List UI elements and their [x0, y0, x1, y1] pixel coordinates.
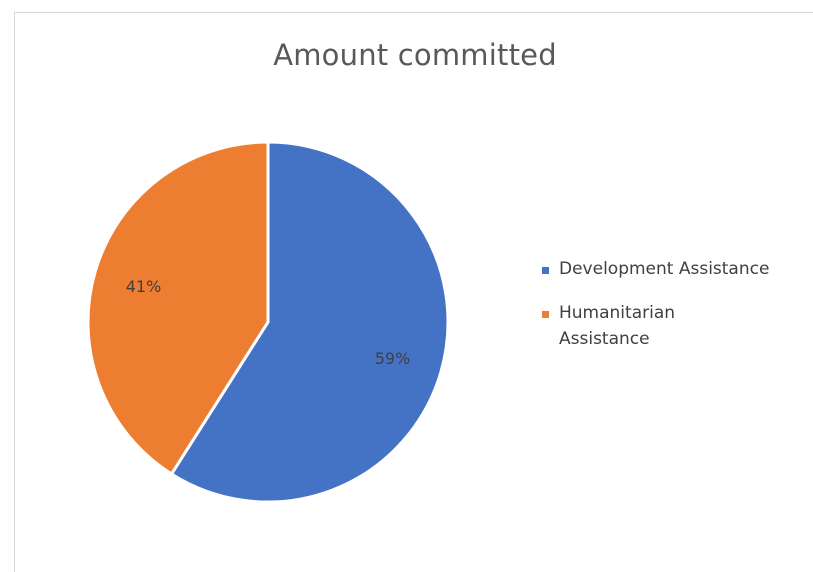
- pie-chart: 59% 41%: [86, 140, 450, 504]
- legend-swatch-development-assistance: [542, 267, 549, 274]
- data-label-humanitarian-assistance: 41%: [126, 277, 162, 296]
- chart-title: Amount committed: [273, 38, 557, 72]
- legend-item-development-assistance: Development Assistance: [542, 256, 810, 282]
- legend-label: Development Assistance: [559, 259, 770, 279]
- pie-slice-development-assistance: [170, 140, 450, 504]
- chart-frame: [14, 12, 813, 572]
- legend-label: Humanitarian Assistance: [559, 303, 676, 349]
- legend: Development Assistance Humanitarian Assi…: [542, 256, 810, 352]
- pie-slices: [86, 140, 450, 504]
- legend-swatch-humanitarian-assistance: [542, 311, 549, 318]
- legend-item-humanitarian-assistance: Humanitarian Assistance: [542, 300, 810, 352]
- data-label-development-assistance: 59%: [375, 349, 411, 368]
- pie-slice-humanitarian-assistance: [86, 140, 270, 476]
- pie-data-labels: 59% 41%: [126, 277, 411, 368]
